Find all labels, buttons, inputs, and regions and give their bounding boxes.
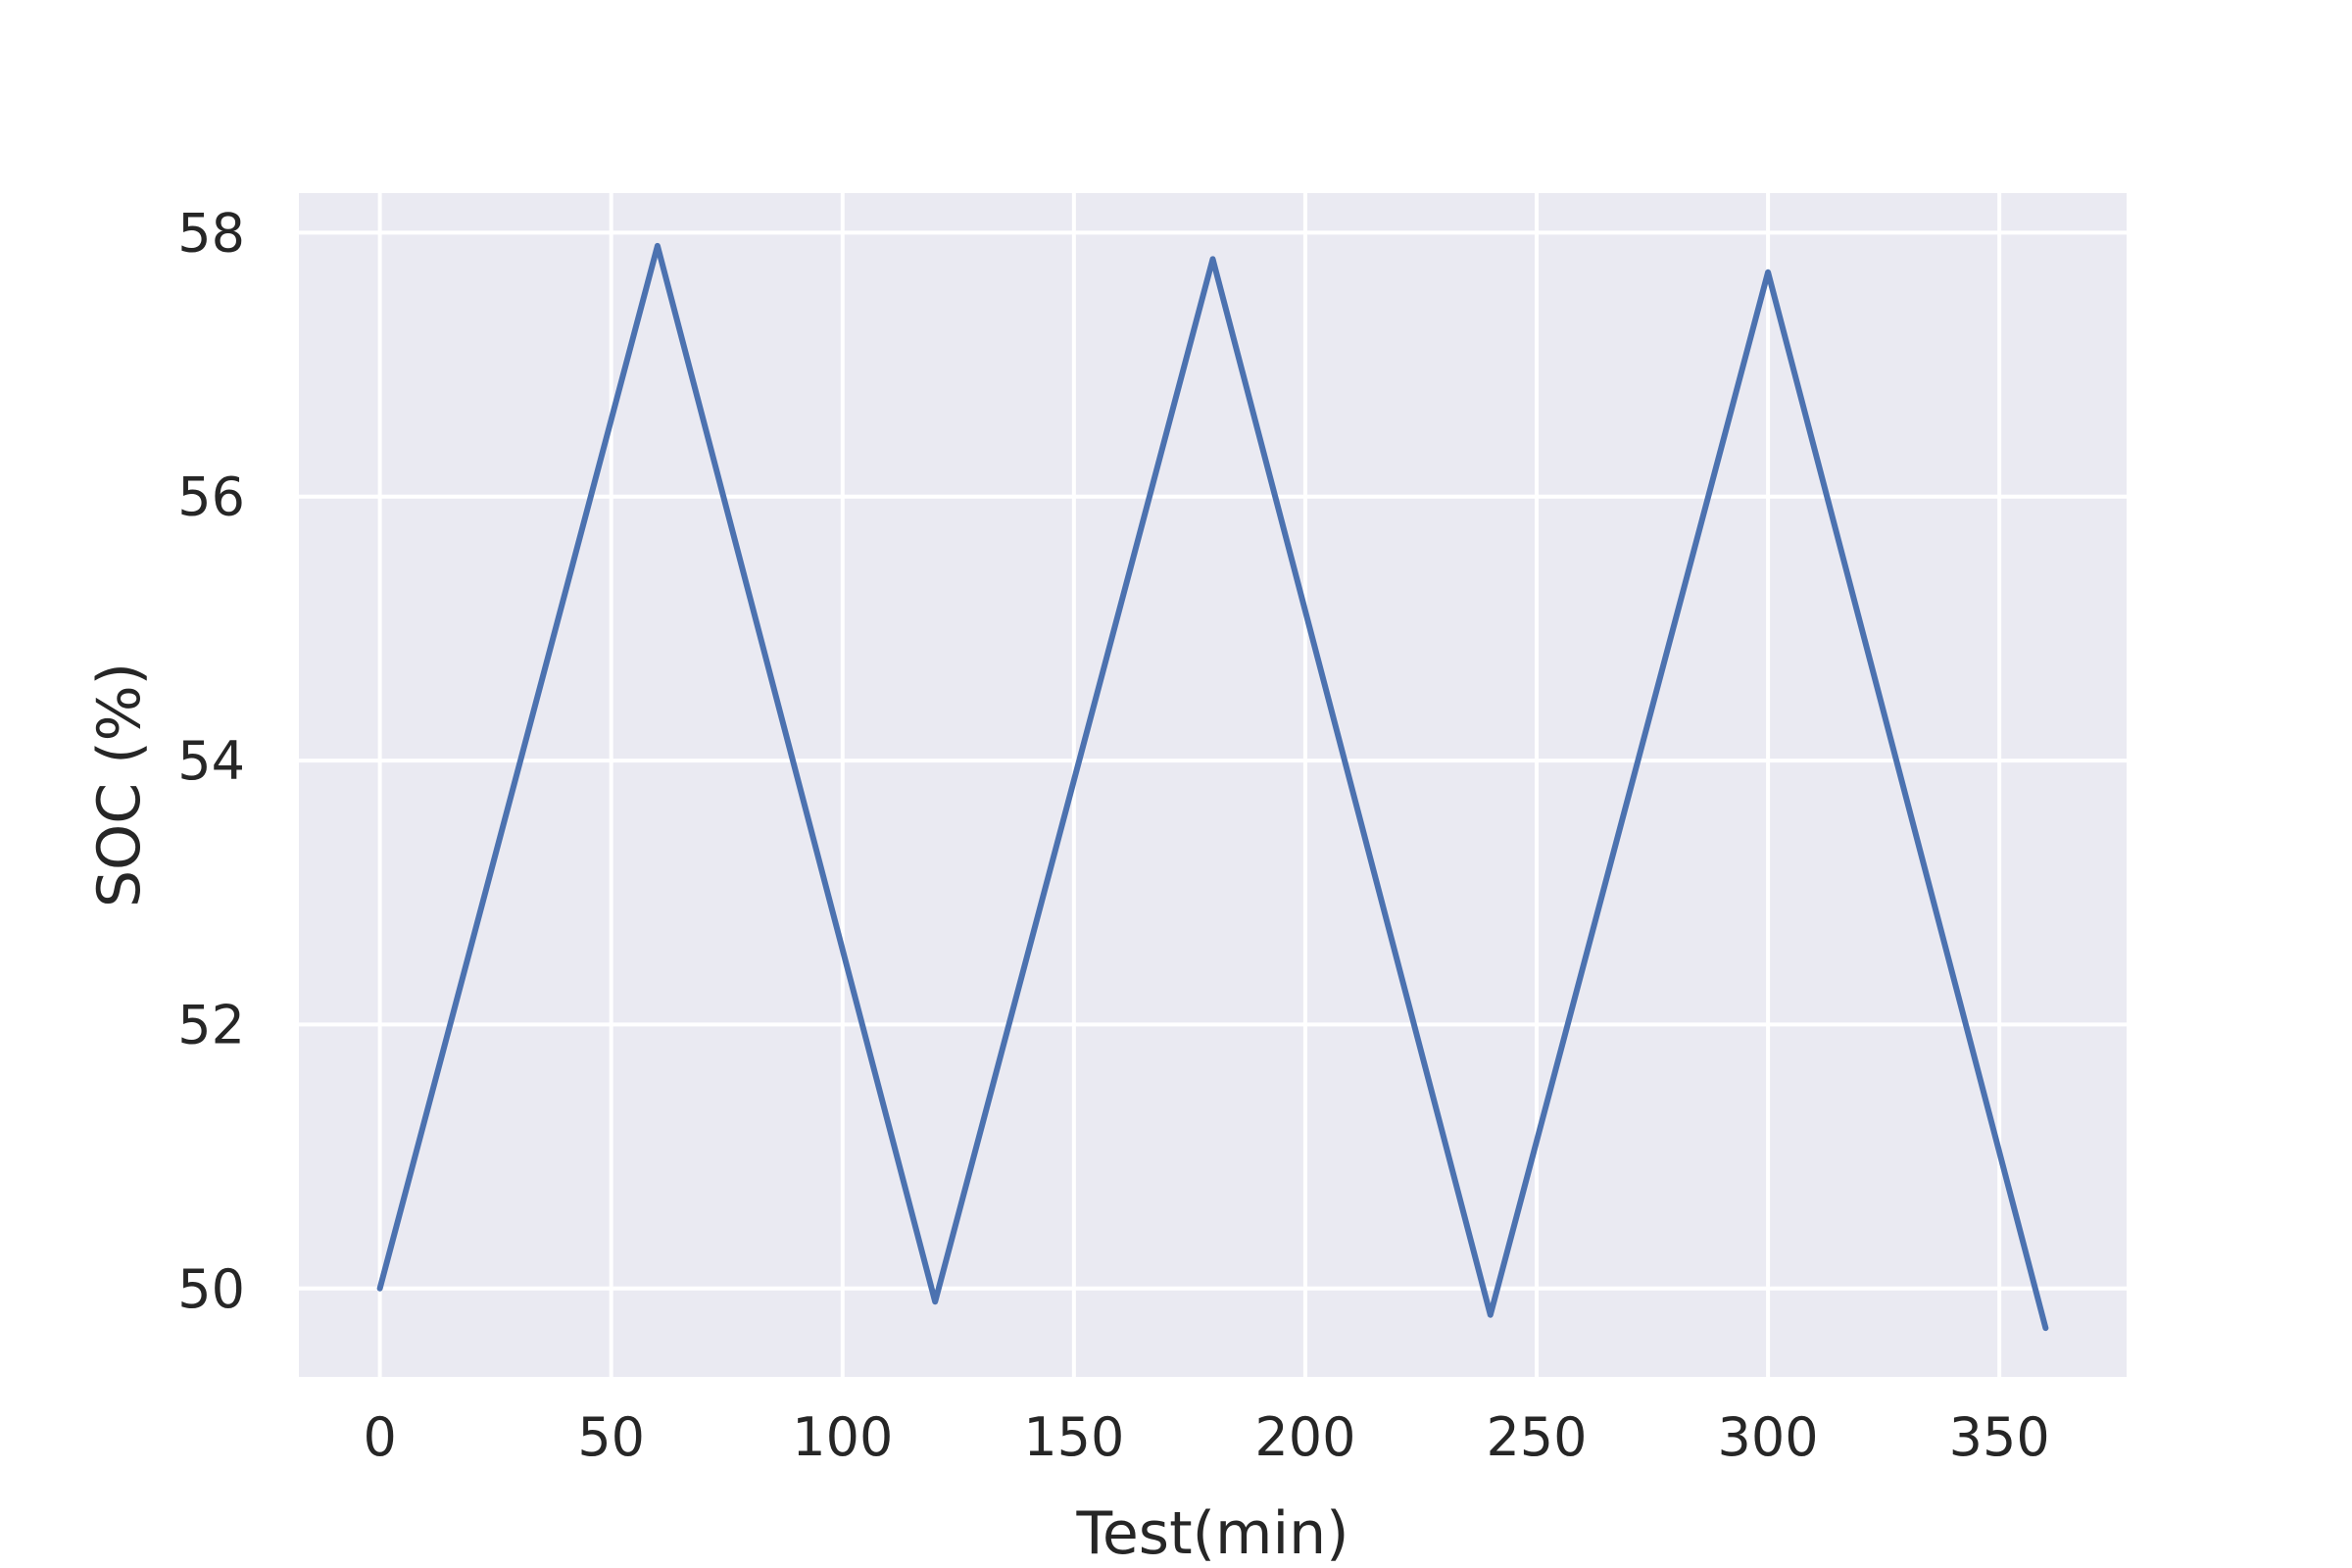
x-tick-label: 250 (1486, 1406, 1587, 1468)
y-tick-label: 58 (177, 202, 245, 264)
series-layer (376, 242, 2049, 1332)
y-tick-labels: 50 52 54 56 58 (177, 202, 245, 1319)
y-gridlines (299, 230, 2127, 1291)
x-tick-label: 200 (1254, 1406, 1355, 1468)
series-line (376, 242, 2049, 1332)
y-tick-label: 50 (177, 1258, 245, 1320)
x-tick-labels: 0 50 100 150 200 250 300 350 (363, 1406, 2049, 1468)
y-tick-label: 56 (177, 466, 245, 528)
x-axis-label: Test(min) (1075, 1499, 1348, 1568)
y-axis-label: SOC (%) (85, 662, 154, 907)
x-tick-label: 350 (1949, 1406, 2050, 1468)
plot-background (299, 193, 2127, 1377)
x-tick-label: 50 (577, 1406, 645, 1468)
x-tick-label: 300 (1718, 1406, 1819, 1468)
x-tick-label: 0 (363, 1406, 396, 1468)
y-tick-label: 52 (177, 994, 245, 1055)
x-tick-label: 150 (1023, 1406, 1124, 1468)
y-tick-label: 54 (177, 730, 245, 792)
x-tick-label: 100 (792, 1406, 893, 1468)
x-gridlines (377, 193, 2002, 1377)
